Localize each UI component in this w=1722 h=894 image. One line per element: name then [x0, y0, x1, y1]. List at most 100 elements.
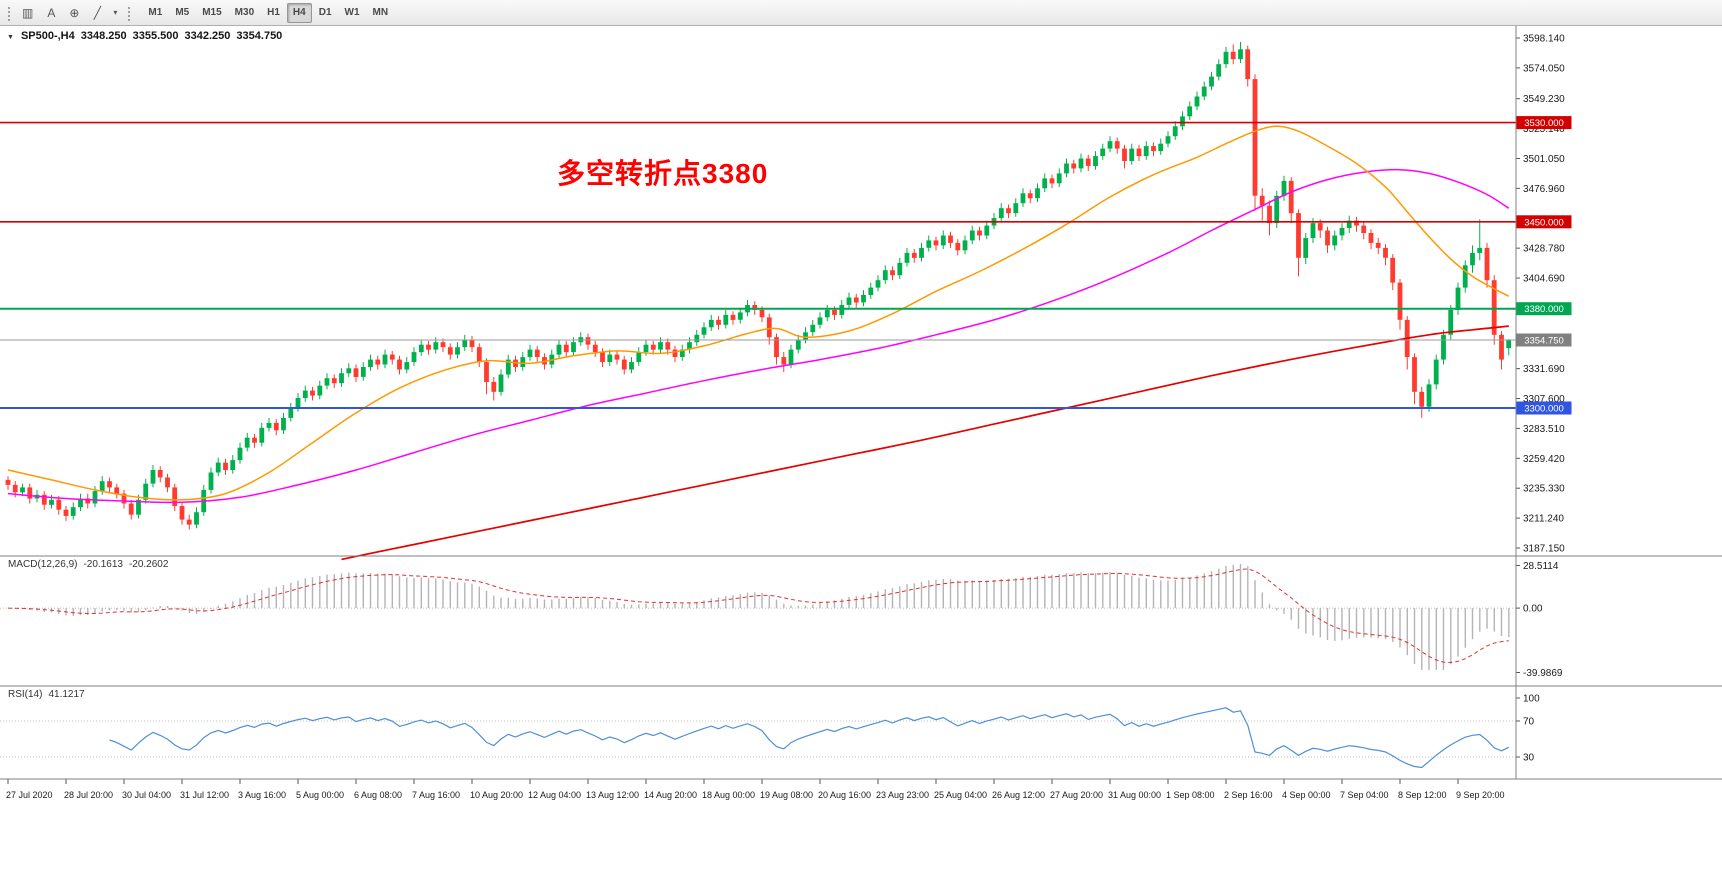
- candle-up: [1172, 126, 1178, 137]
- candle-up: [1042, 178, 1048, 189]
- rsi-name: RSI(14): [8, 689, 43, 700]
- candle-down: [650, 344, 656, 350]
- chart-collapse-icon[interactable]: ▼: [7, 34, 14, 41]
- candle-down: [534, 349, 540, 357]
- candle-up: [1433, 359, 1439, 385]
- candle-up: [919, 247, 924, 258]
- candle-down: [252, 437, 257, 443]
- price-tick-label: 3428.780: [1523, 244, 1565, 255]
- candle-down: [774, 337, 779, 358]
- ohlc-low: 3342.250: [184, 30, 231, 42]
- candle-up: [1281, 180, 1287, 196]
- candle-down: [1114, 141, 1120, 149]
- price-chart-svg: 3598.140 3574.050 3549.230 3525.140 3501.050…: [0, 26, 1722, 800]
- candle-up: [208, 472, 214, 490]
- candle-up: [411, 352, 417, 362]
- candle-up: [1078, 158, 1084, 169]
- ohlc-open: 3348.250: [80, 30, 127, 42]
- candle-up: [1035, 188, 1040, 199]
- text-label-tool-icon: A: [47, 5, 56, 20]
- price-tick-label: 3501.050: [1523, 154, 1565, 165]
- candle-down: [1122, 148, 1127, 161]
- candle-up: [882, 270, 888, 281]
- candle-up: [1143, 146, 1149, 156]
- chart-window-button[interactable]: ▥: [16, 3, 39, 23]
- candle-up: [20, 487, 25, 493]
- time-axis[interactable]: 27 Jul 2020 28 Jul 20:00 30 Jul 04:00 31 Ju…: [6, 779, 1505, 800]
- chart-plot-area[interactable]: [0, 26, 1516, 779]
- toolbar-drag-handle[interactable]: [126, 4, 132, 21]
- ohlc-high: 3355.500: [132, 30, 179, 42]
- candle-up: [368, 359, 373, 367]
- trendline-tool-icon: ╱: [93, 5, 102, 20]
- time-tick-label: 27 Jul 2020: [6, 790, 53, 800]
- candle-up: [904, 252, 910, 263]
- candle-up: [1303, 238, 1309, 258]
- candle-down: [41, 494, 47, 505]
- candle-up: [230, 460, 236, 470]
- timeframe-m1-button[interactable]: M1: [142, 3, 168, 23]
- candle-down: [614, 354, 620, 360]
- price-tick-label: 3283.510: [1523, 424, 1565, 435]
- candle-up: [636, 352, 642, 362]
- candle-down: [665, 342, 671, 350]
- timeframe-m30-button[interactable]: M30: [229, 3, 260, 23]
- tools-dropdown-button[interactable]: ▾: [109, 3, 121, 23]
- candle-up: [1165, 136, 1171, 144]
- timeframe-w1-button[interactable]: W1: [339, 3, 366, 23]
- candle-down: [592, 344, 598, 353]
- timeframe-m15-button[interactable]: M15: [196, 3, 227, 23]
- text-label-tool-button[interactable]: A: [40, 3, 62, 23]
- candle-down: [1296, 213, 1301, 258]
- candle-up: [803, 332, 808, 340]
- candle-up: [1274, 195, 1280, 224]
- candle-up: [1470, 252, 1475, 266]
- price-tick-label: 3259.420: [1523, 454, 1565, 465]
- time-tick-label: 2 Sep 16:00: [1224, 790, 1273, 800]
- rsi-axis: 100 70 30: [1516, 694, 1540, 764]
- price-tick-label: 3574.050: [1523, 63, 1565, 74]
- timeframe-mn-button[interactable]: MN: [367, 3, 395, 23]
- candle-down: [716, 319, 721, 325]
- timeframe-d1-button[interactable]: D1: [313, 3, 338, 23]
- candle-down: [121, 493, 127, 504]
- candle-down: [766, 317, 772, 338]
- candle-up: [1216, 64, 1222, 77]
- candle-up: [607, 354, 613, 362]
- macd-axis: 28.5114 0.00 -39.9869: [1516, 561, 1563, 679]
- macd-name: MACD(12,26,9): [8, 559, 78, 570]
- candle-down: [1397, 282, 1403, 320]
- candle-up: [926, 240, 932, 248]
- time-tick-label: 5 Aug 00:00: [296, 790, 344, 800]
- timeframe-h1-button[interactable]: H1: [261, 3, 286, 23]
- candle-down: [157, 470, 163, 478]
- macd-tick-label: 28.5114: [1523, 561, 1559, 572]
- timeframe-m5-button[interactable]: M5: [169, 3, 195, 23]
- candle-down: [1006, 208, 1011, 214]
- time-tick-label: 25 Aug 04:00: [934, 790, 987, 800]
- candle-up: [143, 483, 149, 500]
- price-axis[interactable]: 3598.140 3574.050 3549.230 3525.140 3501.050…: [1516, 34, 1565, 555]
- candle-down: [948, 235, 953, 243]
- candle-up: [1187, 106, 1193, 117]
- crosshair-tool-button[interactable]: ⊕: [63, 3, 85, 23]
- candle-up: [1462, 265, 1468, 288]
- annotation-text[interactable]: 多空转折点3380: [557, 158, 769, 189]
- toolbar-drag-handle[interactable]: [6, 4, 11, 21]
- macd-histogram: [14, 564, 1510, 670]
- ohlc-close: 3354.750: [236, 30, 283, 42]
- candle-down: [1375, 242, 1381, 248]
- candle-down: [955, 242, 961, 251]
- candle-up: [92, 491, 98, 504]
- time-tick-label: 27 Aug 20:00: [1050, 790, 1103, 800]
- timeframe-h4-button[interactable]: H4: [286, 2, 312, 23]
- time-tick-label: 10 Aug 20:00: [470, 790, 523, 800]
- trendline-tool-button[interactable]: ╱: [86, 3, 108, 23]
- price-line-badge-3450.000: [1516, 215, 1572, 229]
- candle-down: [107, 481, 112, 488]
- candle-down: [397, 359, 402, 370]
- price-line-badge-label: 3300.000: [1524, 404, 1564, 415]
- candle-up: [346, 368, 352, 374]
- candle-down: [1419, 391, 1425, 407]
